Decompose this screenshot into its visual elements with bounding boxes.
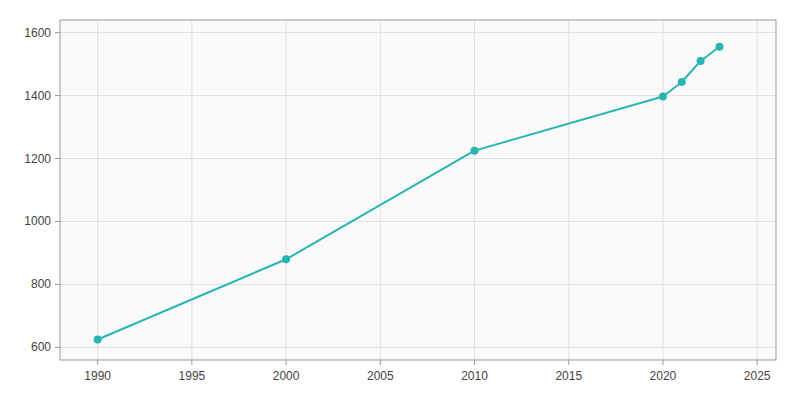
y-tick xyxy=(55,221,60,222)
y-tick-label: 1400 xyxy=(24,89,51,103)
x-grid-line xyxy=(380,20,381,360)
x-tick-label: 1990 xyxy=(84,369,111,383)
axes: 1990 1995 2000 2005 2010 2015 2020 2025 600 800 10… xyxy=(24,26,771,383)
x-tick xyxy=(380,360,381,365)
data-point xyxy=(471,147,479,155)
x-tick xyxy=(474,360,475,365)
x-tick-label: 2020 xyxy=(650,369,677,383)
x-tick xyxy=(97,360,98,365)
data-point xyxy=(678,78,686,86)
y-tick xyxy=(55,32,60,33)
x-grid-line xyxy=(757,20,758,360)
y-grid-line xyxy=(60,221,776,222)
y-tick xyxy=(55,347,60,348)
x-tick-label: 2005 xyxy=(367,369,394,383)
x-grid-line xyxy=(286,20,287,360)
x-tick-label: 2010 xyxy=(461,369,488,383)
x-tick-label: 2015 xyxy=(555,369,582,383)
data-point xyxy=(715,43,723,51)
x-tick-label: 2000 xyxy=(273,369,300,383)
y-grid-line xyxy=(60,32,776,33)
x-tick xyxy=(568,360,569,365)
y-grid-line xyxy=(60,95,776,96)
y-tick-label: 1600 xyxy=(24,26,51,40)
y-tick xyxy=(55,95,60,96)
y-tick-label: 1200 xyxy=(24,152,51,166)
x-grid-line xyxy=(568,20,569,360)
y-tick xyxy=(55,284,60,285)
chart-container: 1990 1995 2000 2005 2010 2015 2020 2025 600 800 10… xyxy=(0,0,800,400)
y-grid-line xyxy=(60,284,776,285)
x-tick xyxy=(191,360,192,365)
x-grid-line xyxy=(97,20,98,360)
x-tick-label: 1995 xyxy=(179,369,206,383)
x-tick xyxy=(662,360,663,365)
data-line xyxy=(98,47,720,340)
data-point xyxy=(697,57,705,65)
x-tick xyxy=(757,360,758,365)
x-grid-line xyxy=(474,20,475,360)
data-point xyxy=(282,255,290,263)
data xyxy=(94,43,724,344)
y-grid-line xyxy=(60,347,776,348)
x-tick-label: 2025 xyxy=(744,369,771,383)
grid xyxy=(60,20,776,360)
x-grid-line xyxy=(662,20,663,360)
plot-frame xyxy=(60,20,776,360)
x-tick xyxy=(286,360,287,365)
y-tick xyxy=(55,158,60,159)
plot-background xyxy=(60,20,776,360)
data-point xyxy=(94,336,102,344)
data-point xyxy=(659,93,667,101)
y-tick-label: 1000 xyxy=(24,214,51,228)
y-tick-label: 600 xyxy=(31,340,51,354)
x-grid-line xyxy=(191,20,192,360)
y-tick-label: 800 xyxy=(31,277,51,291)
chart-svg: 1990 1995 2000 2005 2010 2015 2020 2025 600 800 10… xyxy=(0,0,800,400)
y-grid-line xyxy=(60,158,776,159)
